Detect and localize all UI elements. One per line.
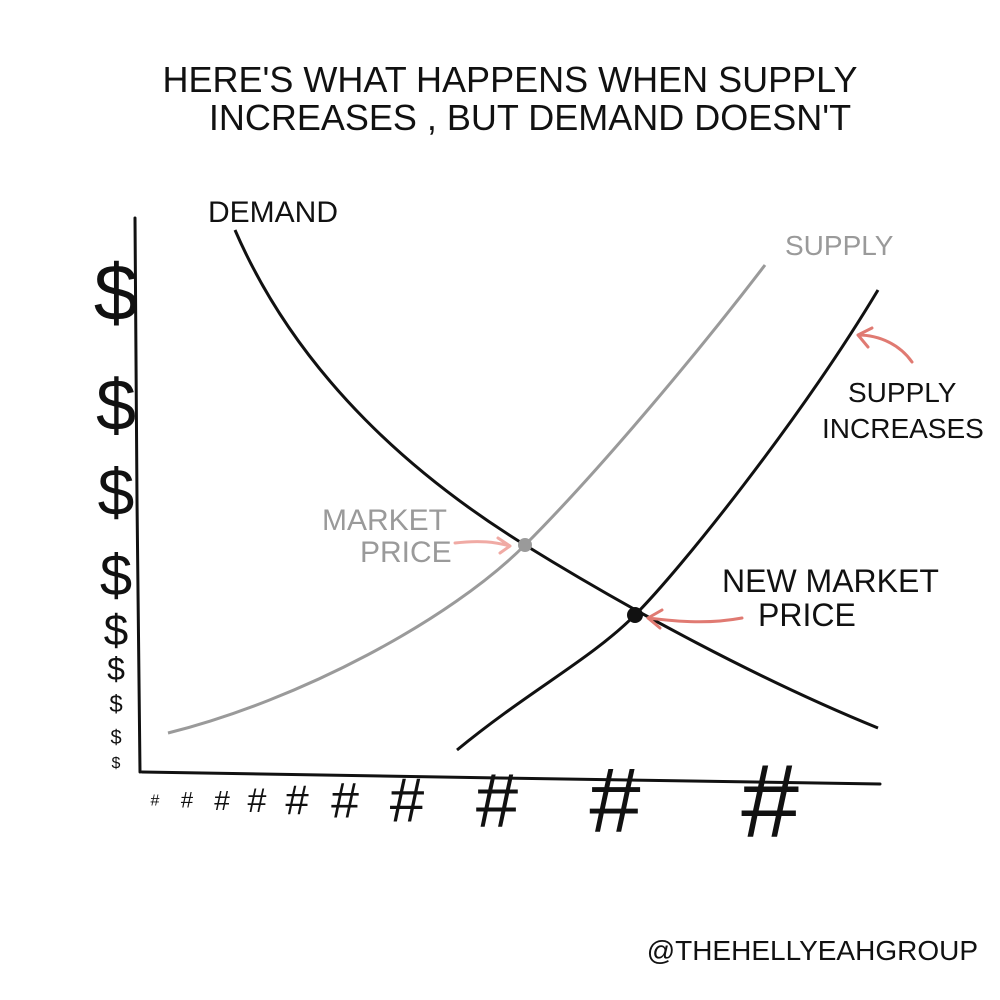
arrows: [453, 326, 914, 630]
y-axis-symbol: $: [98, 455, 135, 529]
y-axis-symbol: $: [100, 543, 132, 608]
supply-increases-label: SUPPLY: [848, 377, 957, 408]
y-axis-symbol: $: [94, 248, 139, 337]
title-line: HERE'S WHAT HAPPENS WHEN SUPPLY: [162, 59, 857, 100]
x-axis-symbol: #: [248, 782, 267, 820]
x-axis-symbol: #: [741, 743, 799, 859]
y-axis-symbols: $$$$$$$$$: [94, 248, 139, 772]
y-axis-symbol: $: [96, 366, 136, 446]
x-axis: [140, 770, 882, 786]
arrow: [453, 536, 512, 555]
y-axis: [133, 216, 142, 774]
arrow: [646, 608, 744, 630]
new-market-price-label: PRICE: [758, 597, 856, 633]
x-axis-symbol: #: [390, 767, 425, 836]
axes: [133, 216, 882, 786]
y-axis-symbol: $: [104, 606, 128, 655]
demand-label: DEMAND: [208, 196, 338, 229]
supply-increases-label: INCREASES: [822, 413, 984, 444]
y-axis-symbol: $: [107, 651, 125, 687]
new-market-price-label: NEW MARKET: [722, 563, 939, 599]
x-axis-symbol: #: [181, 788, 194, 813]
x-axis-symbols: # # # # # # # # # #: [151, 743, 800, 859]
x-axis-symbol: #: [151, 793, 160, 810]
x-axis-symbol: #: [331, 773, 359, 829]
footer-credit: @THEHELLYEAHGROUP: [647, 935, 978, 966]
supply-label: SUPPLY: [785, 230, 894, 261]
y-axis-symbol: $: [110, 727, 121, 749]
x-axis-symbol: #: [476, 759, 518, 844]
arrow: [856, 326, 914, 364]
market-price-label: PRICE: [360, 536, 452, 569]
new-market-price-point: [627, 607, 643, 623]
x-axis-symbol: #: [589, 750, 640, 852]
market-price-label: MARKET: [322, 504, 447, 537]
title-line: INCREASES , BUT DEMAND DOESN'T: [209, 97, 851, 138]
y-axis-symbol: $: [109, 691, 122, 718]
x-axis-symbol: #: [285, 777, 309, 824]
y-axis-symbol: $: [112, 755, 121, 772]
new-supply-curve: [456, 289, 880, 752]
x-axis-symbol: #: [214, 785, 230, 816]
market-price-point: [518, 538, 532, 552]
